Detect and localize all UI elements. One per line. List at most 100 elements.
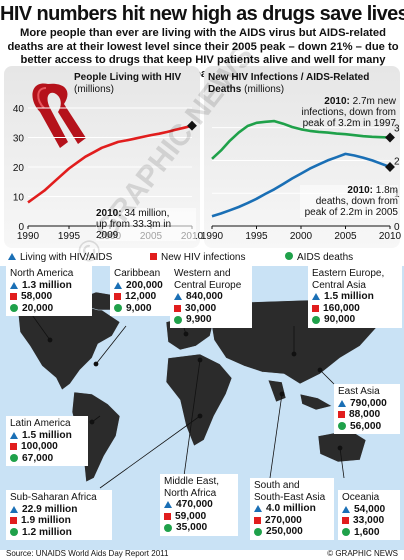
- region-deaths: 90,000: [324, 314, 356, 325]
- chart-living-annotation-line2: up from 33.3m in 2009: [96, 219, 172, 241]
- chart-infections-xtick-label: 1995: [245, 231, 268, 242]
- source-note: Source: UNAIDS World Aids Day Report 201…: [6, 549, 169, 558]
- region-name: North America: [10, 268, 74, 279]
- page-subtitle: More people than ever are living with th…: [7, 27, 399, 80]
- chart-infections-xtick-label: 2005: [334, 231, 357, 242]
- chart-infections-annotation-bottom-text: 1.8m: [372, 185, 398, 196]
- region-name: South and: [254, 480, 300, 491]
- chart-infections-endpoint-marker-1: [385, 162, 395, 172]
- square-icon: [10, 443, 17, 451]
- chart-infections-xtick-label: 2010: [379, 231, 402, 242]
- legend-infections-label: New HIV infections: [161, 252, 246, 263]
- africa-shape: [165, 353, 233, 447]
- region-living: 22.9 million: [22, 503, 78, 515]
- region-western-central-europe: Western and Central Europe 840,000 30,00…: [170, 266, 252, 328]
- chart-living-series-line-0: [27, 124, 193, 204]
- triangle-icon: [8, 253, 16, 260]
- region-name-line2: Central Asia: [312, 279, 366, 291]
- region-infections: 58,000: [21, 291, 53, 302]
- square-icon: [164, 512, 171, 520]
- world-map: North America 1.3 million 58,000 20,000 …: [0, 266, 404, 550]
- chart-infections-plot: 012319901995200020052010: [201, 119, 402, 242]
- region-latin-america: Latin America 1.5 million 100,000 67,000: [6, 416, 88, 466]
- triangle-icon: [254, 505, 262, 513]
- square-icon: [342, 517, 349, 525]
- triangle-icon: [342, 505, 350, 513]
- region-living: 54,000: [354, 503, 386, 515]
- region-infections: 12,000: [125, 291, 157, 302]
- se-asia-shape: [299, 393, 333, 411]
- legend-living-label: Living with HIV/AIDS: [20, 252, 113, 263]
- legend-deaths-label: AIDS deaths: [297, 252, 354, 263]
- region-east-asia: East Asia 790,000 88,000 56,000: [334, 384, 400, 434]
- region-name: Western and: [174, 268, 231, 279]
- region-sub-saharan-africa: Sub-Saharan Africa 22.9 million 1.9 mill…: [6, 490, 112, 540]
- region-infections: 30,000: [185, 302, 217, 314]
- region-infections: 160,000: [323, 302, 360, 314]
- chart-living-ytick-label: 0: [18, 222, 24, 233]
- circle-icon: [10, 528, 18, 537]
- triangle-icon: [174, 293, 182, 301]
- region-deaths: 250,000: [266, 526, 303, 537]
- circle-icon: [164, 523, 172, 532]
- triangle-icon: [312, 293, 320, 301]
- region-name-line2: South-East Asia: [254, 491, 326, 503]
- chart-infections-endpoint-marker-0: [385, 132, 395, 143]
- region-deaths: 1,600: [354, 526, 380, 538]
- square-icon: [338, 411, 345, 419]
- region-name: Latin America: [10, 418, 71, 429]
- region-deaths: 56,000: [350, 420, 382, 432]
- square-icon: [254, 516, 261, 524]
- chart-infections-title-unit: (millions): [244, 84, 285, 95]
- chart-living-ytick-label: 40: [13, 104, 25, 115]
- triangle-icon: [114, 281, 122, 289]
- region-oceania: Oceania 54,000 33,000 1,600: [338, 490, 400, 540]
- region-name-line2: North Africa: [164, 487, 217, 499]
- region-deaths: 67,000: [22, 452, 54, 464]
- region-deaths: 9,000: [126, 302, 152, 314]
- chart-infections-annotation-top: 2010: 2.7m new infections, down from pea…: [290, 96, 397, 129]
- region-living: 1.5 million: [324, 291, 374, 302]
- chart-living-title: People Living with HIV (millions): [74, 72, 196, 96]
- chart-living-ytick-label: 30: [13, 134, 25, 145]
- circle-icon: [338, 422, 346, 431]
- chart-infections-series-line-0: [211, 119, 391, 160]
- region-living: 1.3 million: [22, 279, 72, 291]
- square-icon: [174, 304, 181, 312]
- chart-infections-ytick-label: 3: [394, 124, 400, 135]
- region-deaths: 20,000: [22, 302, 54, 314]
- chart-living-annotation-bold: 2010:: [96, 208, 122, 219]
- chart-infections-title-text: New HIV Infections / AIDS-Related Deaths: [208, 72, 370, 95]
- chart-infections-annotation-top-bold: 2010:: [324, 96, 350, 107]
- region-deaths: 35,000: [176, 522, 208, 533]
- chart-infections-series-line-1: [211, 152, 391, 218]
- circle-icon: [114, 304, 122, 313]
- region-living: 200,000: [126, 279, 163, 291]
- circle-icon: [254, 527, 262, 536]
- region-living: 4.0 million: [266, 503, 316, 514]
- region-middle-east-north-africa: Middle East, North Africa 470,000 59,000…: [160, 474, 238, 536]
- region-living: 790,000: [350, 397, 387, 409]
- india-shape: [267, 379, 287, 403]
- australia-shape: [317, 429, 367, 463]
- pointer-lines: [29, 311, 345, 489]
- region-living: 1.5 million: [22, 429, 72, 441]
- triangle-icon: [10, 431, 18, 439]
- region-south-se-asia: South and South-East Asia 4.0 million 27…: [250, 478, 334, 540]
- credit: © GRAPHIC NEWS: [327, 549, 398, 558]
- region-deaths: 9,900: [186, 314, 212, 325]
- chart-living-xtick-label: 1995: [58, 231, 81, 242]
- circle-icon: [10, 454, 18, 463]
- region-name: East Asia: [338, 386, 380, 397]
- circle-icon: [342, 528, 350, 537]
- region-north-america: North America 1.3 million 58,000 20,000: [6, 266, 92, 316]
- chart-infections-annotation-bottom-line3: peak of 2.2m in 2005: [304, 207, 398, 218]
- triangle-icon: [10, 281, 18, 289]
- square-icon: [114, 293, 121, 301]
- red-ribbon-icon: [32, 83, 86, 148]
- page-title: HIV numbers hit new high as drugs save l…: [0, 3, 404, 25]
- chart-living-annotation: 2010: 34 million, up from 33.3m in 2009: [96, 208, 196, 241]
- triangle-icon: [164, 501, 172, 509]
- chart-living-title-text: People Living with HIV: [74, 72, 182, 83]
- chart-infections-annotation-top-text: 2.7m new: [349, 96, 396, 107]
